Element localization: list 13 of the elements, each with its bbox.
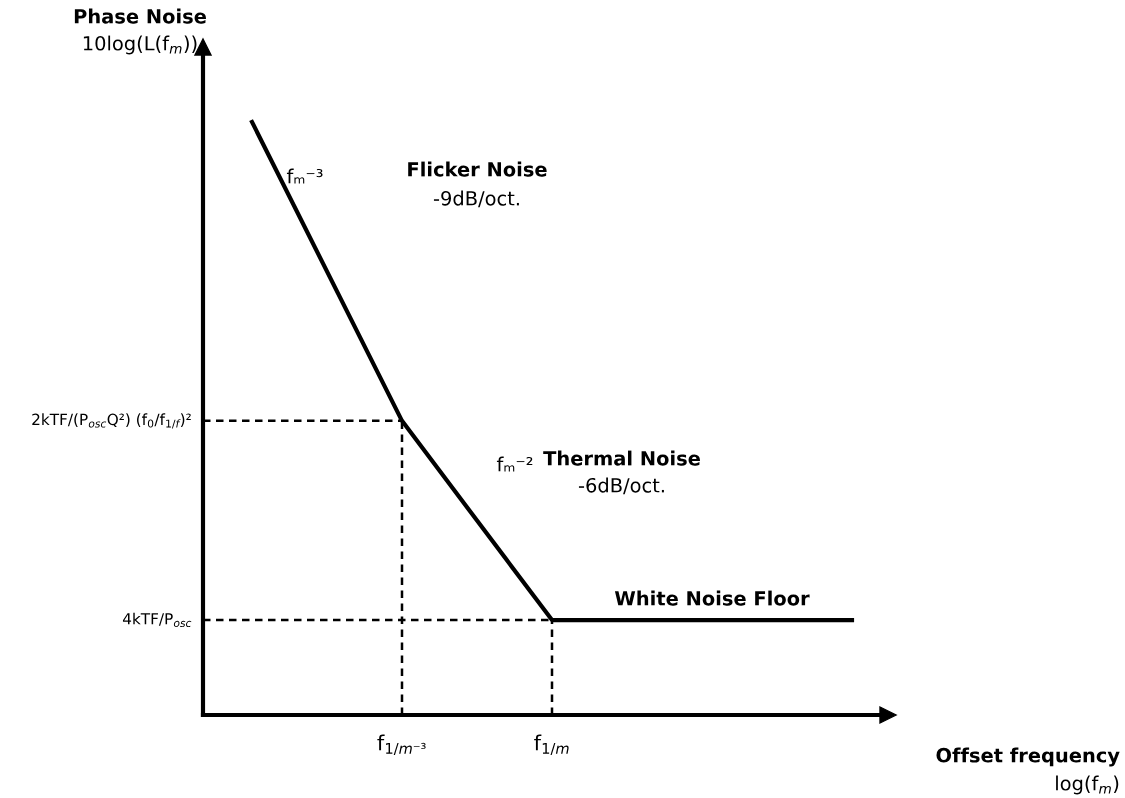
y-axis-title: Phase Noise 10log(L(f$_{m}$)) — [74, 8, 206, 55]
x-tick-label: f$_{1/m}$ — [534, 734, 569, 756]
annotation: Flicker Noise — [408, 161, 547, 177]
annotation: White Noise Floor — [614, 590, 810, 606]
annotation: fₘ⁻² — [496, 456, 533, 472]
ref-line-label: 2kTF/(P$_{osc}$Q²) (f$_{0}$/f$_{1/f}$)² — [32, 413, 191, 429]
annotation: fₘ⁻³ — [286, 168, 323, 184]
annotation: Thermal Noise — [543, 450, 700, 466]
annotation: -6dB/oct. — [578, 477, 664, 495]
x-tick-label: f$_{1/m⁻³}$ — [377, 734, 426, 756]
annotation: -9dB/oct. — [433, 190, 519, 208]
ref-line-label: 4kTF/P$_{osc}$ — [122, 612, 192, 627]
x-axis-title: Offset frequency log(f$_{m}$) — [936, 747, 1120, 795]
